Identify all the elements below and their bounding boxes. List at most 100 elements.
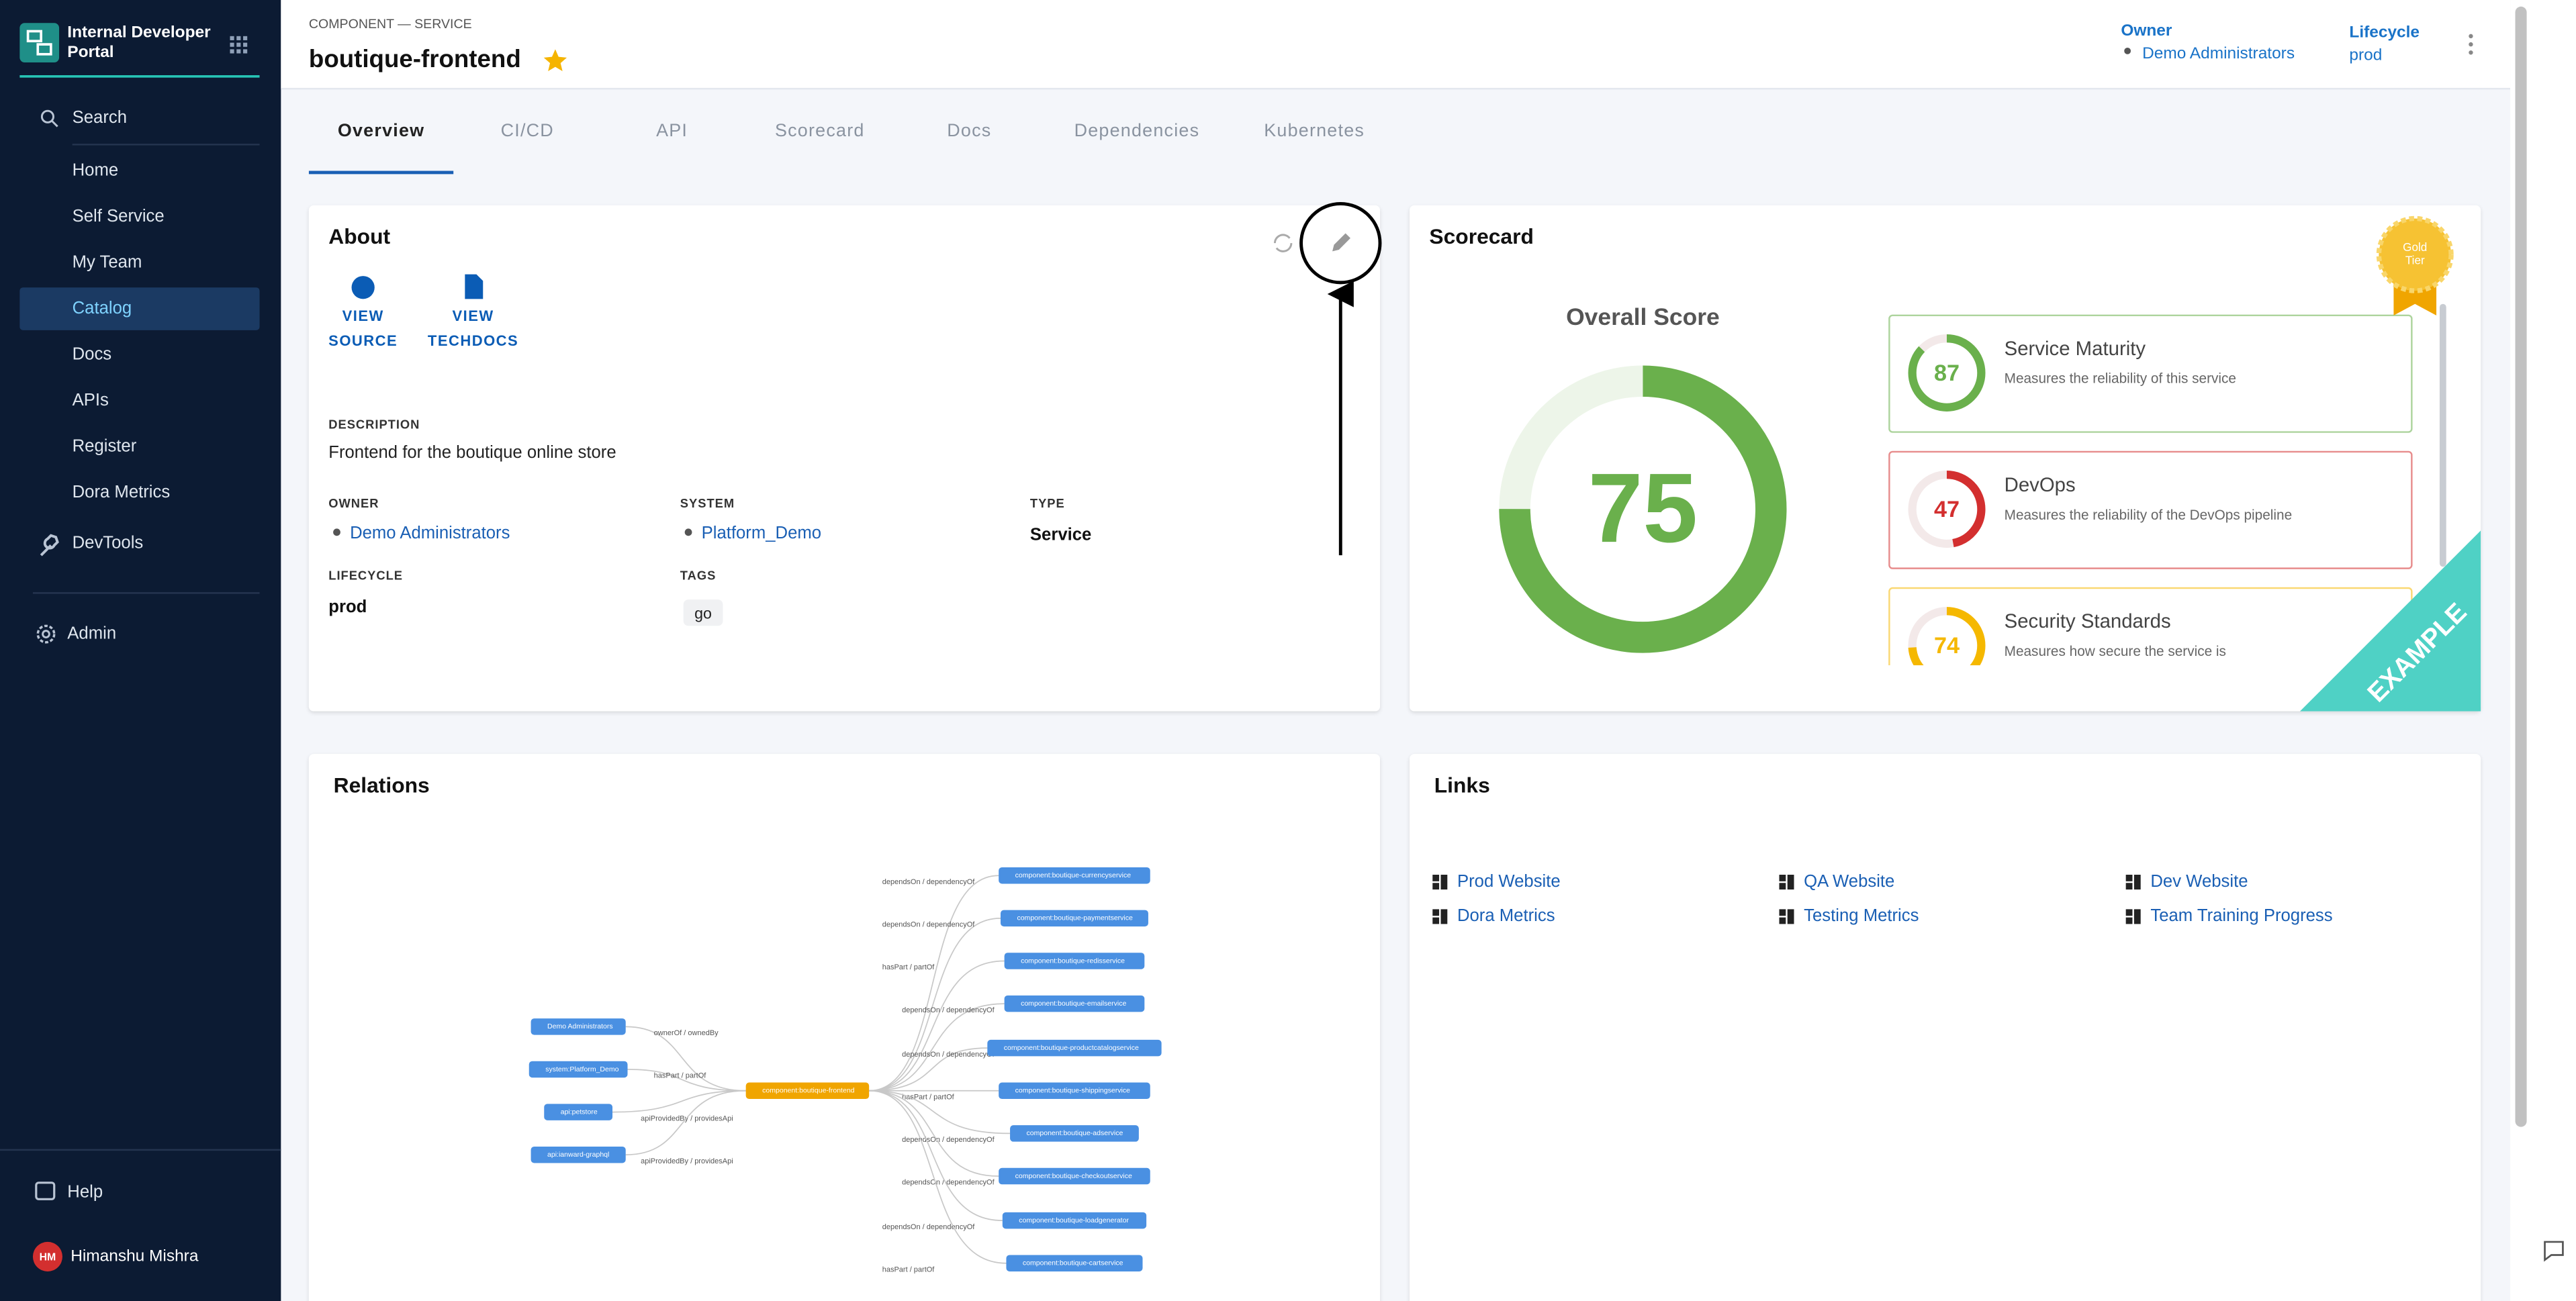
admin[interactable]: Admin xyxy=(67,624,116,642)
node[interactable] xyxy=(1010,1125,1139,1142)
check-score: 87 xyxy=(1934,360,1960,386)
nav-item[interactable]: My Team xyxy=(73,252,142,271)
tab[interactable]: API xyxy=(656,120,688,140)
node-label[interactable]: Demo Administrators xyxy=(547,1022,613,1030)
nav-item[interactable]: Register xyxy=(73,436,137,455)
user-name[interactable]: Himanshu Mishra xyxy=(71,1247,199,1265)
card-title: Scorecard xyxy=(1429,224,1534,248)
node[interactable] xyxy=(999,1167,1150,1185)
node[interactable] xyxy=(544,1104,613,1120)
node-label[interactable]: api:ianward-graphql xyxy=(547,1151,609,1159)
check-name: DevOps xyxy=(2005,474,2076,496)
node[interactable] xyxy=(531,1018,626,1035)
link-icon xyxy=(2133,909,2141,924)
field-value: Service xyxy=(1030,525,1091,544)
node-label[interactable]: system:Platform_Demo xyxy=(545,1065,618,1073)
node-label[interactable]: component:boutique-productcatalogservice xyxy=(1004,1044,1139,1052)
check-desc: Measures the reliability of this service xyxy=(2005,371,2236,387)
node-label[interactable]: component:boutique-checkoutservice xyxy=(1015,1172,1132,1180)
more-menu[interactable] xyxy=(2469,34,2473,55)
link-icon xyxy=(1779,883,1786,890)
link[interactable]: Dora Metrics xyxy=(1457,906,1555,925)
nav-item[interactable]: Dora Metrics xyxy=(73,483,171,501)
link-icon xyxy=(1787,909,1794,924)
nav-item[interactable]: Self Service xyxy=(73,207,165,226)
nav-item[interactable]: Docs xyxy=(73,344,112,363)
link[interactable]: Testing Metrics xyxy=(1804,906,1919,925)
logo-mark xyxy=(26,30,42,43)
field-value[interactable]: Demo Administrators xyxy=(350,524,510,542)
link[interactable]: QA Website xyxy=(1804,872,1894,891)
node-label[interactable]: component:boutique-paymentservice xyxy=(1017,914,1133,922)
link-icon xyxy=(1432,909,1440,916)
node-label[interactable]: component:boutique-currencyservice xyxy=(1015,871,1132,879)
edge-label: dependsOn / dependencyOf xyxy=(882,878,976,886)
node[interactable] xyxy=(1004,953,1145,969)
favorite-star[interactable] xyxy=(543,49,567,71)
node-label[interactable]: api:petstore xyxy=(561,1108,598,1116)
node[interactable] xyxy=(1000,910,1148,927)
tab[interactable]: Kubernetes xyxy=(1264,120,1365,140)
edge-label: dependsOn / dependencyOf xyxy=(902,1006,995,1014)
tag-chip xyxy=(683,599,723,626)
nav-item[interactable]: Home xyxy=(73,160,119,179)
nav-item[interactable]: Catalog xyxy=(73,299,132,318)
check-score: 74 xyxy=(1934,633,1960,659)
edge-label: dependsOn / dependencyOf xyxy=(882,921,976,929)
node-label[interactable]: component:boutique-cartservice xyxy=(1023,1259,1123,1267)
node[interactable] xyxy=(999,1082,1150,1100)
field-label: TAGS xyxy=(680,569,717,583)
apps-icon[interactable] xyxy=(230,36,248,54)
github-icon xyxy=(351,276,375,299)
nav-item[interactable]: APIs xyxy=(73,391,109,409)
lifecycle-label: Lifecycle xyxy=(2349,23,2420,41)
tab[interactable]: CI/CD xyxy=(501,120,554,140)
node[interactable] xyxy=(1002,1212,1147,1229)
check-desc: Measures how secure the service is xyxy=(2005,644,2226,659)
link-icon xyxy=(2133,875,2141,890)
gauge-arc xyxy=(1908,334,1986,412)
node[interactable] xyxy=(528,1061,628,1078)
action-label[interactable]: TECHDOCS xyxy=(428,332,518,349)
link-icon xyxy=(1779,909,1786,916)
tab[interactable]: Overview xyxy=(338,120,424,140)
edge xyxy=(625,1090,746,1156)
search[interactable]: Search xyxy=(73,108,127,127)
edge xyxy=(869,1047,988,1092)
node[interactable] xyxy=(999,867,1150,884)
node[interactable] xyxy=(531,1146,626,1163)
node-label[interactable]: component:boutique-loadgenerator xyxy=(1019,1216,1129,1224)
node[interactable] xyxy=(1004,995,1145,1012)
tab[interactable]: Docs xyxy=(947,120,991,140)
link[interactable]: Dev Website xyxy=(2150,872,2248,891)
field-value[interactable]: Platform_Demo xyxy=(702,524,821,542)
page-scrollbar[interactable] xyxy=(2515,6,2527,1127)
link[interactable]: Prod Website xyxy=(1457,872,1561,891)
link-icon xyxy=(1440,909,1448,924)
help[interactable]: Help xyxy=(67,1182,103,1201)
link[interactable]: Team Training Progress xyxy=(2150,906,2332,925)
node-label[interactable]: component:boutique-adservice xyxy=(1027,1129,1123,1137)
devtools-icon xyxy=(40,534,59,557)
node-label[interactable]: component:boutique-emailservice xyxy=(1021,1000,1126,1008)
link-icon xyxy=(1440,875,1448,890)
tab[interactable]: Scorecard xyxy=(775,120,865,140)
tab[interactable]: Dependencies xyxy=(1074,120,1200,140)
edit-icon[interactable] xyxy=(1332,233,1350,252)
badge-text: Tier xyxy=(2405,254,2425,267)
chat-icon[interactable] xyxy=(2544,1241,2564,1262)
devtools[interactable]: DevTools xyxy=(73,534,144,552)
action-label[interactable]: VIEW xyxy=(342,307,384,324)
tag: go xyxy=(694,604,712,622)
node[interactable] xyxy=(1006,1255,1143,1271)
owner-link[interactable]: Demo Administrators xyxy=(2142,44,2295,62)
refresh-icon[interactable] xyxy=(1273,234,1293,252)
node[interactable] xyxy=(987,1039,1162,1057)
action-label[interactable]: SOURCE xyxy=(328,332,398,349)
action-label[interactable]: VIEW xyxy=(453,307,494,324)
node-label[interactable]: component:boutique-shippingservice xyxy=(1015,1087,1130,1095)
node-label[interactable]: component:boutique-redisservice xyxy=(1021,957,1125,965)
edge-label: ownerOf / ownedBy xyxy=(654,1029,719,1037)
avatar xyxy=(32,1241,62,1271)
